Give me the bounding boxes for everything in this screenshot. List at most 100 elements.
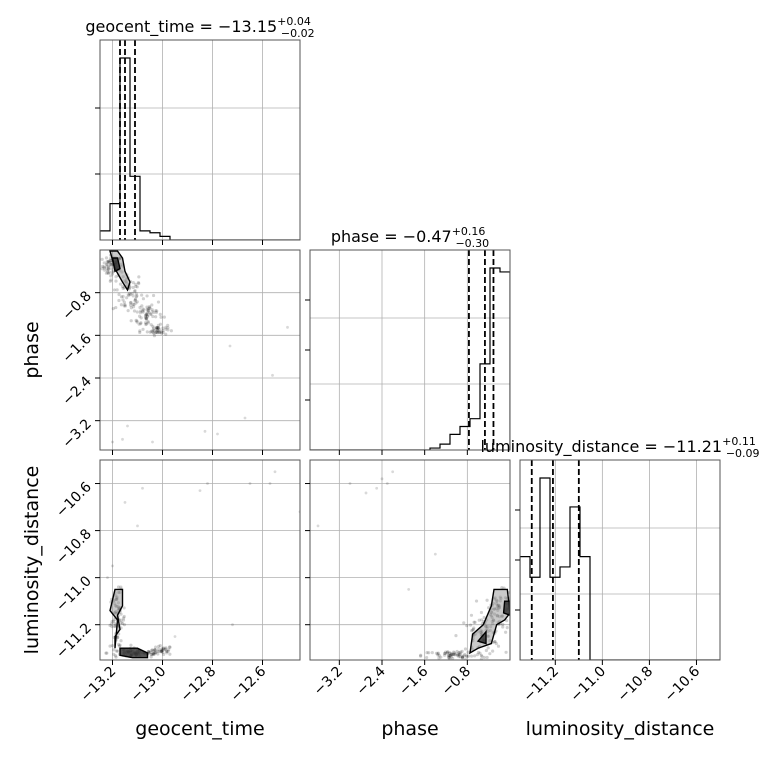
density-point: [479, 618, 484, 622]
density-point: [161, 329, 165, 333]
density-point: [129, 303, 133, 307]
scatter-point: [271, 373, 274, 377]
density-point: [443, 651, 447, 655]
density-point: [133, 299, 137, 303]
x-tick-label: −13.0: [128, 664, 170, 706]
density-point: [139, 309, 143, 313]
density-point: [154, 326, 159, 330]
density-point: [498, 595, 502, 599]
density-point: [116, 585, 121, 589]
density-point: [485, 655, 489, 660]
x-tick-label: −1.6: [396, 663, 431, 698]
density-point: [427, 651, 431, 655]
density-point: [109, 263, 113, 267]
density-point: [501, 625, 505, 629]
panel-background: [100, 460, 300, 660]
density-point: [162, 646, 166, 650]
x-axis-label-luminosity_distance: luminosity_distance: [526, 718, 715, 740]
density-point: [150, 303, 154, 307]
density-point: [479, 632, 483, 637]
scatter-point: [268, 482, 272, 485]
density-point: [164, 325, 168, 329]
density-point: [492, 619, 496, 623]
density-point: [479, 628, 483, 633]
density-point: [446, 650, 450, 654]
density-point: [452, 652, 456, 657]
density-point: [449, 652, 453, 656]
density-point: [114, 655, 118, 659]
x-tick-label: −10.8: [615, 664, 657, 706]
density-point: [161, 326, 165, 330]
panel-title-phase: phase = −0.47+0.16 −0.30: [331, 225, 489, 250]
density-point: [100, 267, 104, 271]
density-point: [486, 629, 490, 633]
density-point: [132, 309, 137, 313]
density-point: [468, 623, 473, 627]
density-point: [110, 270, 114, 274]
scatter-point: [216, 432, 219, 436]
title-plus-error: +0.16: [452, 225, 486, 238]
density-point: [151, 652, 155, 656]
density-point: [451, 656, 455, 660]
density-point: [160, 331, 164, 335]
density-point: [505, 619, 509, 623]
density-point: [156, 328, 160, 333]
scatter-point: [111, 564, 114, 568]
density-point: [155, 326, 159, 330]
scatter-point: [151, 309, 154, 313]
density-point: [149, 312, 153, 317]
density-point: [457, 655, 461, 659]
density-point: [445, 651, 449, 655]
density-point: [485, 624, 490, 629]
density-point: [106, 271, 111, 276]
density-point: [455, 649, 459, 654]
density-point: [138, 329, 142, 333]
density-point: [114, 275, 118, 279]
density-point: [488, 613, 493, 617]
density-point: [100, 264, 105, 269]
title-minus-error: −0.02: [281, 27, 315, 40]
density-point: [465, 654, 469, 659]
density-point: [116, 649, 120, 653]
density-point: [165, 649, 169, 653]
density-point: [486, 634, 491, 638]
density-point: [122, 300, 126, 304]
density-point: [119, 639, 123, 643]
density-point: [447, 653, 451, 658]
density-point: [135, 300, 139, 304]
density-point: [157, 644, 161, 648]
density-point: [159, 649, 163, 653]
density-point: [499, 596, 503, 601]
density-point: [471, 627, 475, 632]
density-point: [135, 320, 139, 324]
density-point: [489, 625, 493, 629]
density-point: [114, 604, 119, 609]
y-tick-label: −10.8: [53, 526, 95, 568]
density-point: [137, 275, 141, 279]
density-point: [430, 650, 434, 655]
scatter-panel-phase-vs-geocent_time: [99, 249, 301, 451]
density-point: [144, 316, 148, 320]
density-point: [444, 650, 448, 654]
density-point: [497, 606, 501, 610]
density-point: [505, 625, 509, 630]
density-point: [147, 651, 151, 655]
density-point: [448, 651, 452, 655]
scatter-point: [231, 623, 234, 627]
density-point: [107, 265, 111, 269]
density-point: [160, 649, 164, 654]
density-point: [167, 645, 172, 649]
density-point: [135, 310, 139, 314]
density-point: [120, 270, 124, 274]
contour-line: [109, 588, 124, 649]
density-point: [495, 598, 499, 602]
density-point: [154, 651, 158, 655]
density-point: [134, 282, 138, 286]
density-point: [452, 651, 456, 655]
density-point: [117, 642, 121, 647]
density-point: [118, 282, 123, 286]
density-point: [436, 653, 440, 657]
scatter-point: [198, 489, 202, 492]
density-point: [112, 648, 116, 652]
density-point: [107, 260, 111, 265]
